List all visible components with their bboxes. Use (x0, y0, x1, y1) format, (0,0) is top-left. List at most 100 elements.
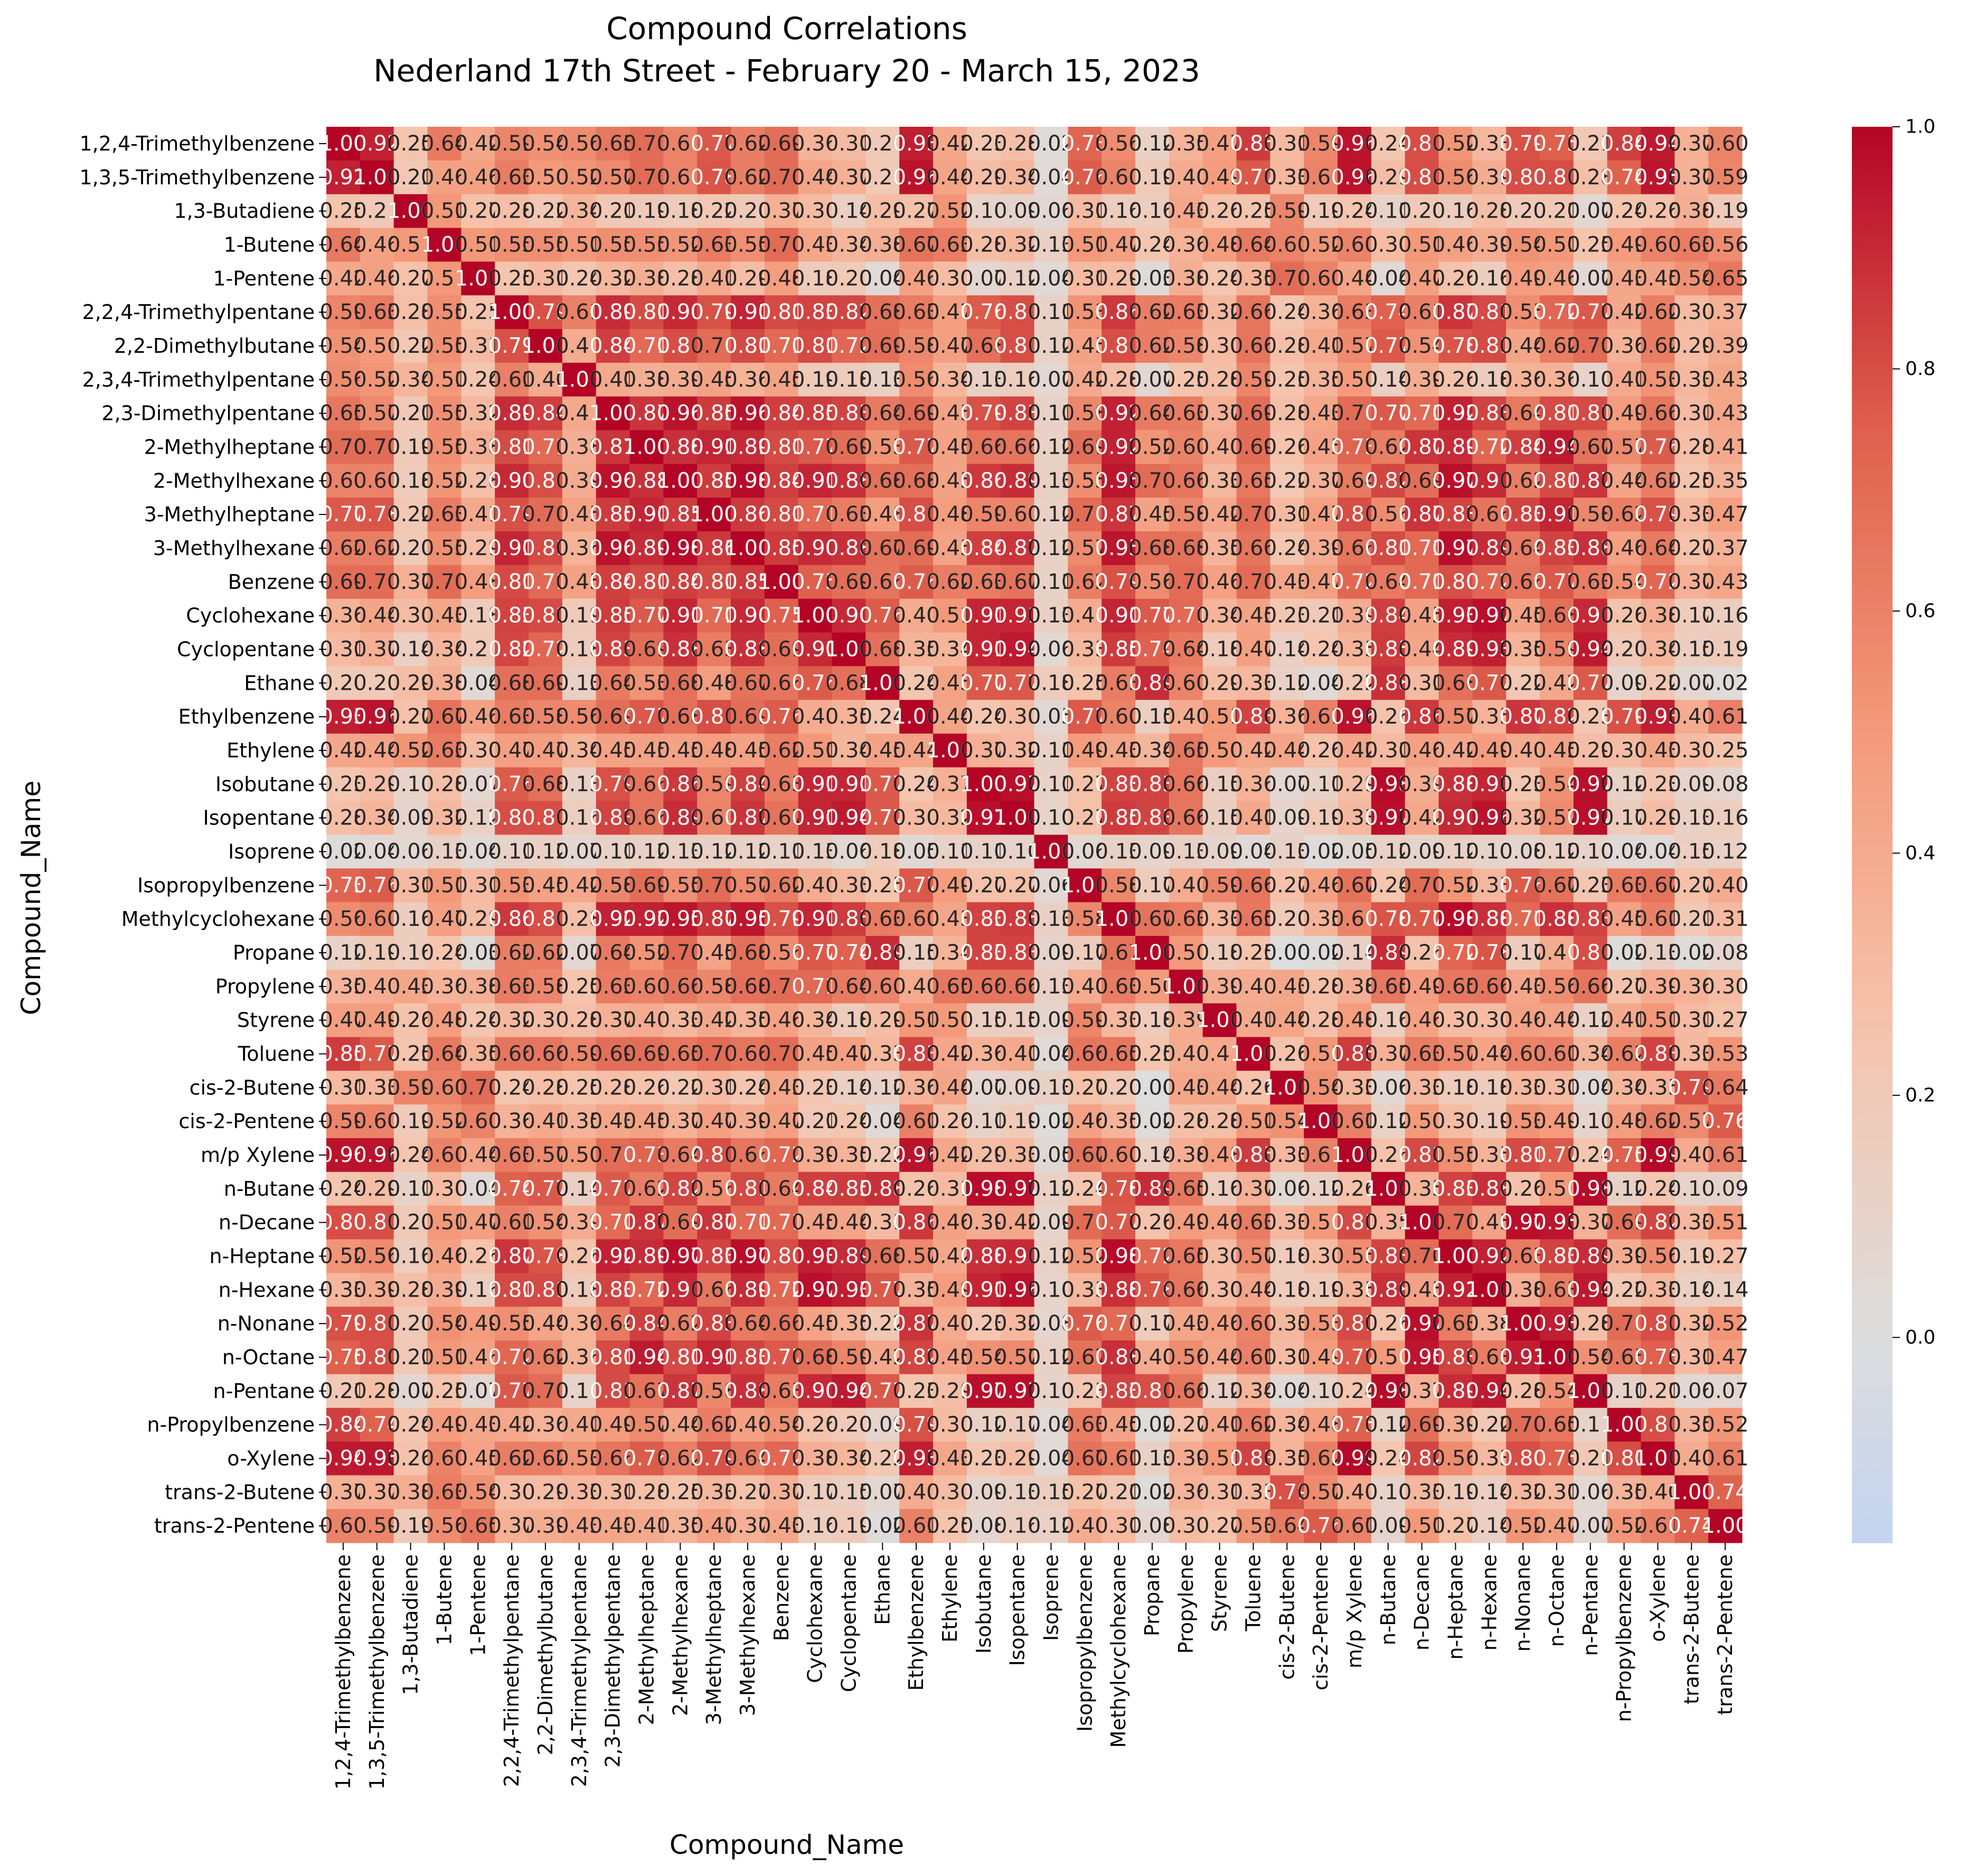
heatmap-cell (1371, 127, 1406, 161)
cell-value-label: 0.70 (758, 165, 805, 190)
heatmap-cell (764, 160, 799, 195)
heatmap-cell (393, 194, 428, 229)
cell-value-label: 0.93 (893, 132, 940, 156)
cell-value-label: 0.07 (1702, 1379, 1749, 1403)
cell-value-label: 0.65 (1702, 266, 1749, 290)
cell-value-label: 0.29 (859, 199, 906, 223)
heatmap-cell (1708, 160, 1743, 195)
cell-value-label: 0.63 (488, 165, 535, 190)
heatmap-cell (966, 127, 1001, 161)
cell-value-label: 0.19 (623, 199, 670, 223)
y-tick-label: n-Heptane (209, 1244, 315, 1268)
heatmap-cell (596, 160, 630, 195)
y-tick-label: n-Propylbenzene (147, 1413, 315, 1437)
heatmap-cell (966, 194, 1001, 229)
cell-value-label: 1.00 (353, 165, 400, 190)
heatmap-cell (1338, 127, 1372, 161)
heatmap-cell (1000, 127, 1035, 161)
heatmap-cell (731, 160, 765, 195)
y-tick-label: 2-Methylhexane (153, 469, 315, 492)
heatmap-cell (1102, 127, 1136, 161)
heatmap-cell (1304, 160, 1338, 195)
y-tick-label: Cyclohexane (186, 604, 315, 627)
x-tick-label: 1-Pentene (466, 1554, 490, 1656)
cell-value-label: 0.47 (1702, 502, 1749, 527)
heatmap-cell (1034, 194, 1068, 229)
x-tick-label: Ethane (871, 1554, 894, 1625)
cell-value-label: 0.43 (1702, 368, 1749, 392)
heatmap-cell (899, 194, 934, 229)
heatmap-cell (731, 127, 765, 161)
cell-value-label: 0.62 (724, 165, 771, 190)
heatmap-cell (933, 194, 967, 229)
heatmap-cell (1034, 127, 1068, 161)
cell-value-label: 0.19 (1702, 637, 1749, 661)
y-tick-label: Isopropylbenzene (137, 874, 315, 897)
chart-title: Compound Correlations Nederland 17th Str… (373, 11, 1200, 89)
y-tick-label: 2-Methylheptane (144, 435, 315, 458)
y-tick-label: m/p Xylene (201, 1143, 315, 1167)
heatmap-cell (427, 160, 462, 195)
cell-value-label: 0.31 (825, 132, 872, 156)
heatmap-cell (1236, 160, 1270, 195)
cell-value-label: 0.37 (825, 165, 872, 190)
heatmap-cell (393, 127, 428, 161)
x-tick-label: Ethylbenzene (905, 1554, 928, 1691)
cell-value-label: 0.76 (1061, 165, 1108, 190)
x-tick-label: n-Butane (1377, 1554, 1400, 1645)
heatmap-cell (629, 194, 664, 229)
x-tick-label: Styrene (1208, 1554, 1231, 1632)
colorbar-ticks: 0.0 0.2 0.4 0.6 0.8 1.0 (1893, 116, 1935, 1348)
heatmap-cell (1506, 160, 1540, 195)
heatmap-cell (629, 160, 664, 195)
heatmap-cell (495, 127, 529, 161)
cell-value-label: 0.62 (724, 132, 771, 156)
cell-value-label: 0.28 (1567, 165, 1614, 190)
cell-value-label: 0.60 (1297, 165, 1344, 190)
y-tick-label: 3-Methylheptane (144, 503, 315, 526)
cell-value-label: 0.16 (1702, 806, 1749, 830)
heatmap-cell (832, 160, 866, 195)
cell-value-label: 0.21 (353, 199, 400, 223)
y-tick-label: Isoprene (228, 840, 315, 863)
cell-value-label: 0.37 (758, 199, 805, 223)
x-tick-label: 3-Methylhexane (736, 1554, 759, 1716)
x-tick-label: n-Heptane (1444, 1554, 1467, 1660)
heatmap-cell (529, 194, 563, 229)
heatmap-cell (326, 194, 361, 229)
cell-value-label: 0.85 (1230, 132, 1277, 156)
cell-value-label: 0.60 (657, 132, 704, 156)
cell-value-label: 0.08 (1702, 941, 1749, 965)
cell-value-label: 0.60 (1095, 165, 1142, 190)
cell-value-label: 0.08 (1702, 772, 1749, 796)
cell-value-label: 0.16 (1702, 604, 1749, 628)
cell-value-label: 0.50 (522, 165, 569, 190)
heatmap-cell (1135, 160, 1170, 195)
cell-value-label: 0.29 (1364, 165, 1411, 190)
y-tick-label: Isopentane (203, 806, 315, 830)
cell-value-label: 0.74 (1702, 1480, 1749, 1504)
cell-value-label: 0.29 (960, 165, 1007, 190)
heatmap-cell (1338, 160, 1372, 195)
heatmap-cell (1472, 160, 1507, 195)
x-tick-label: Isopentane (1006, 1554, 1029, 1666)
x-tick-label: Ethylene (938, 1554, 962, 1643)
x-tick-label: Cyclopentane (837, 1554, 860, 1692)
x-tick-label: trans-2-Butene (1680, 1554, 1703, 1704)
cell-value-label: 0.10 (960, 199, 1007, 223)
cell-value-label: 0.56 (1095, 132, 1142, 156)
x-tick-label: n-Octane (1545, 1554, 1568, 1647)
heatmap-cell (933, 127, 967, 161)
heatmap-cell (663, 194, 698, 229)
cell-value-label: 0.31 (1264, 132, 1311, 156)
cell-value-label: 0.20 (859, 165, 906, 190)
x-tick-label: Benzene (770, 1554, 793, 1641)
cell-value-label: 0.02 (1028, 132, 1075, 156)
y-axis-label: Compound_Name (16, 781, 46, 1015)
x-tick-label: 3-Methylheptane (702, 1554, 726, 1725)
heatmap-cell (697, 194, 731, 229)
heatmap-cell (798, 160, 833, 195)
cell-value-label: 0.95 (1634, 165, 1681, 190)
heatmap-cell (1573, 160, 1608, 195)
heatmap-cell (1405, 160, 1439, 195)
